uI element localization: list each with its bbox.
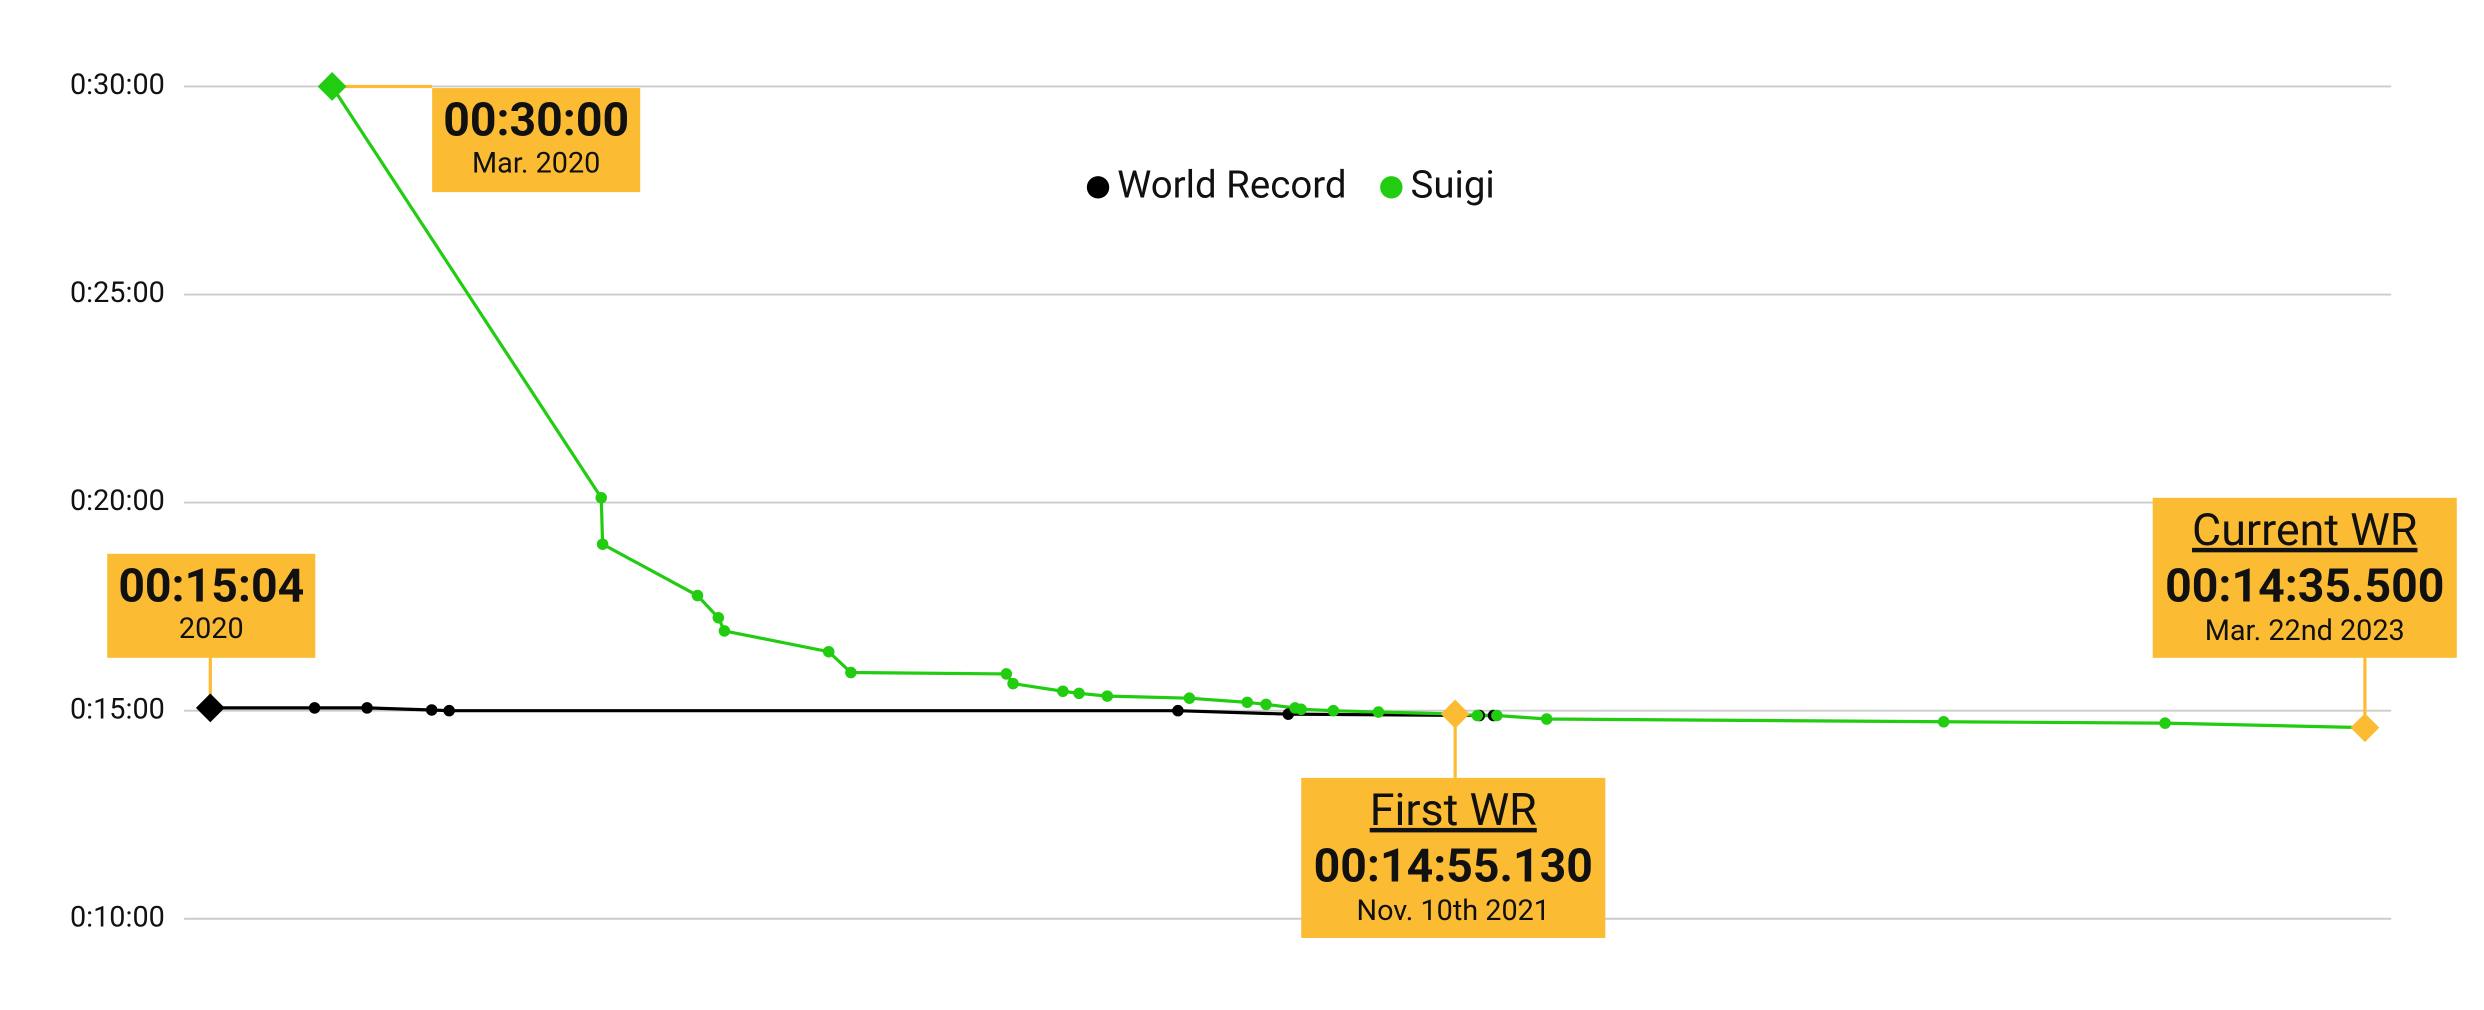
annotation-value: 00:30:00 (443, 94, 629, 148)
point (1057, 685, 1069, 698)
point (1327, 704, 1340, 717)
point (1260, 698, 1272, 711)
point (308, 702, 321, 714)
y-tick-label: 0:30:00 (70, 68, 165, 102)
point (1073, 687, 1085, 700)
annotation-date: Mar. 22nd 2023 (2205, 614, 2405, 648)
y-tick-label: 0:25:00 (70, 276, 165, 310)
point (425, 704, 438, 716)
annotation-heading: First WR (1370, 783, 1537, 836)
annotation-date: 2020 (179, 612, 244, 646)
point-marker (317, 72, 347, 101)
point (361, 702, 373, 714)
point-marker (2350, 713, 2380, 743)
point (1372, 706, 1385, 718)
legend-label: World Record (1117, 162, 1346, 207)
legend-label: Suigi (1411, 162, 1495, 207)
point (595, 491, 608, 504)
annotation-box (1301, 777, 1606, 938)
point (2159, 717, 2171, 729)
point (1183, 692, 1196, 704)
annotation-date: Nov. 10th 2021 (1357, 894, 1550, 928)
y-tick-label: 0:15:00 (70, 692, 165, 726)
legend-marker (1086, 176, 1110, 199)
point (443, 704, 455, 717)
legend-marker (1380, 176, 1403, 199)
point (691, 589, 704, 602)
point (718, 625, 731, 637)
point (1540, 713, 1553, 725)
point-marker (1440, 699, 1470, 729)
annotation-value: 00:15:04 (118, 559, 304, 613)
point (1471, 709, 1484, 722)
y-tick-label: 0:10:00 (70, 900, 165, 934)
annotation-box (107, 553, 316, 658)
point (712, 611, 725, 624)
point (1491, 709, 1503, 722)
point (1007, 677, 1019, 690)
point (845, 666, 857, 679)
point-marker (195, 693, 225, 723)
annotation-value: 00:14:35.500 (2165, 559, 2444, 613)
point (1937, 716, 1950, 728)
y-tick-label: 0:20:00 (70, 484, 165, 518)
annotation-date: Mar. 2020 (472, 146, 600, 180)
point (1241, 696, 1254, 709)
annotation-box (432, 88, 641, 193)
annotation-box (2152, 497, 2457, 658)
point (1172, 704, 1184, 717)
point (596, 538, 609, 550)
point (1000, 668, 1013, 680)
legend: World Record Suigi (1086, 162, 1495, 207)
point (822, 645, 835, 658)
annotation-heading: Current WR (2192, 503, 2417, 556)
annotation-value: 00:14:55.130 (1314, 839, 1593, 893)
point (1101, 690, 1114, 702)
point (1295, 703, 1307, 716)
